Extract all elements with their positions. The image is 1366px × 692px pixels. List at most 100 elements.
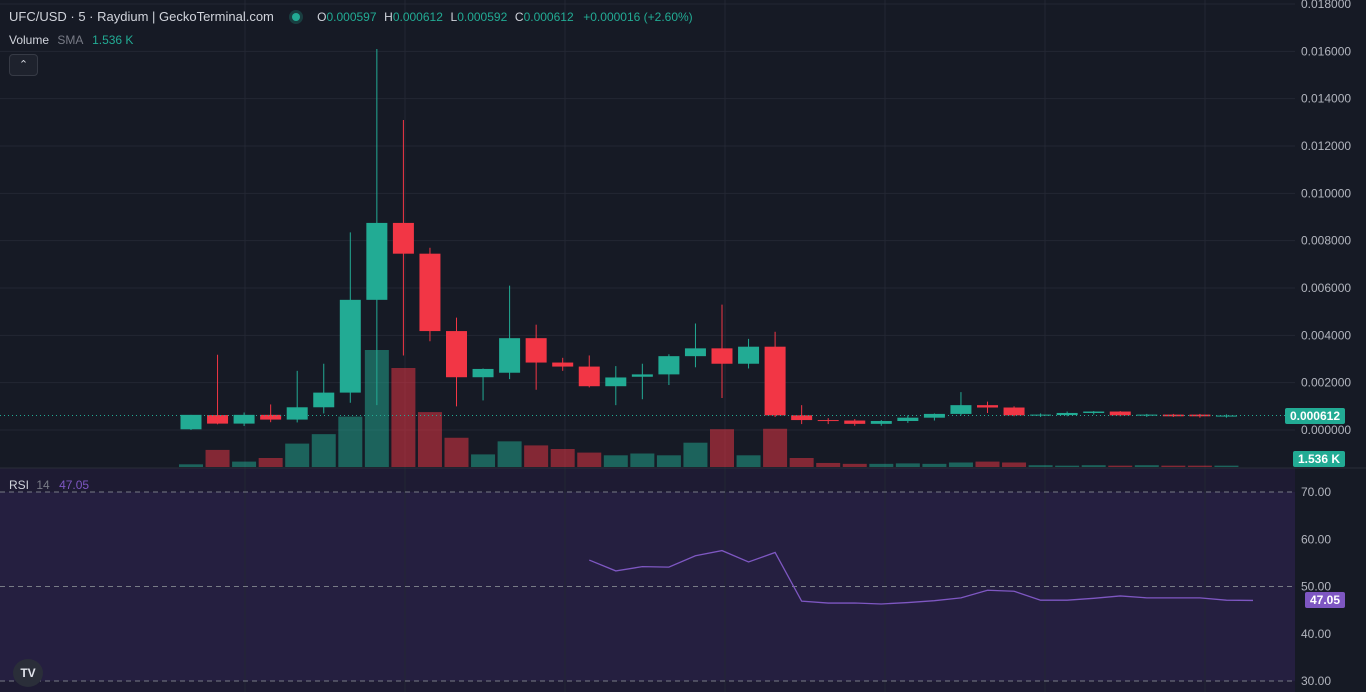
candle-body — [870, 421, 892, 424]
candle-body — [1215, 415, 1237, 417]
low-value: 0.000592 — [457, 10, 508, 24]
collapse-legend-button[interactable]: ⌃ — [9, 54, 38, 76]
price-tick-label: 0.018000 — [1301, 0, 1351, 11]
candle-body — [286, 407, 308, 420]
price-tick-label: 0.012000 — [1301, 139, 1351, 153]
candle-body — [446, 331, 467, 378]
candle-body — [180, 414, 202, 430]
price-tick-label: 0.006000 — [1301, 281, 1351, 295]
candle-body — [552, 362, 574, 367]
volume-bar — [1187, 465, 1212, 467]
candle-body — [817, 420, 839, 422]
candle-body — [1189, 414, 1211, 417]
volume-bar — [471, 454, 496, 467]
volume-bar — [1028, 465, 1053, 467]
volume-bar — [816, 462, 841, 467]
candle-body — [1109, 411, 1131, 416]
volume-bar — [497, 441, 522, 467]
price-tick-label: 0.014000 — [1301, 92, 1351, 106]
volume-bar — [630, 453, 655, 467]
volume-bar — [1055, 465, 1080, 467]
price-axis[interactable]: 0.000000 0.002000 0.004000 0.006000 0.008000… — [1301, 0, 1351, 688]
volume-bar — [763, 428, 788, 467]
price-tick-label: 0.010000 — [1301, 186, 1351, 200]
candle-body — [1162, 414, 1184, 417]
price-tick-label: 0.016000 — [1301, 44, 1351, 58]
volume-bar — [391, 368, 416, 467]
volume-legend[interactable]: Volume SMA 1.536 K — [9, 33, 133, 47]
volume-value: 1.536 K — [92, 33, 134, 47]
rsi-value: 47.05 — [59, 478, 90, 492]
volume-bar — [842, 463, 867, 467]
open-key: O — [317, 10, 327, 24]
volume-label: Volume — [9, 33, 50, 47]
volume-bar — [577, 452, 602, 467]
volume-bar — [444, 437, 469, 467]
volume-bar — [683, 442, 708, 467]
rsi-tick-label: 60.00 — [1301, 532, 1331, 546]
tradingview-logo-icon[interactable]: TV — [13, 659, 43, 687]
price-tick-label: 0.002000 — [1301, 376, 1351, 390]
market-status-dot[interactable] — [291, 13, 300, 22]
candle-body — [631, 374, 653, 377]
volume-bar — [1002, 462, 1027, 467]
candle-body — [844, 420, 866, 424]
candle-body — [339, 299, 361, 393]
candle-body — [366, 222, 388, 300]
volume-bar — [1134, 465, 1159, 467]
volume-bar — [1081, 465, 1106, 467]
rsi-label: RSI — [9, 478, 30, 492]
last-price-badge: 0.000612 — [1284, 408, 1345, 424]
volume-badge: 1.536 K — [1292, 451, 1345, 467]
candle-body — [923, 413, 945, 418]
candle-body — [313, 392, 335, 408]
candle-body — [764, 346, 786, 416]
volume-bar — [550, 449, 575, 467]
volume-bar — [258, 458, 283, 467]
candle-body — [658, 356, 680, 375]
rsi-line — [0, 491, 1295, 682]
candle-body — [578, 366, 600, 387]
candle-body — [472, 368, 494, 378]
candle-body — [950, 405, 972, 414]
rsi-tick-label: 30.00 — [1301, 674, 1331, 688]
price-tick-label: 0.000000 — [1301, 423, 1351, 437]
volume-bar — [710, 429, 734, 467]
volume-bar — [285, 443, 310, 467]
symbol-title[interactable]: UFC/USD · 5 · Raydium | GeckoTerminal.co… — [9, 9, 274, 24]
close-key: C — [514, 10, 524, 24]
volume-bar — [311, 434, 336, 467]
candle-body — [711, 348, 733, 364]
volume-bar — [205, 449, 230, 467]
high-value: 0.000612 — [392, 10, 443, 24]
candlesticks — [180, 48, 1237, 430]
volume-bar — [338, 416, 363, 467]
candle-body — [897, 417, 919, 422]
low-key: L — [450, 10, 458, 24]
candle-body — [1056, 412, 1078, 416]
open-value: 0.000597 — [326, 10, 377, 24]
close-value: 0.000612 — [523, 10, 574, 24]
volume-sma-label: SMA — [57, 33, 83, 47]
volume-bar — [1161, 465, 1186, 467]
candle-body — [738, 346, 760, 364]
rsi-legend[interactable]: RSI 14 47.05 — [9, 478, 89, 492]
volume-bar — [948, 462, 973, 467]
grid-lines — [0, 0, 1295, 692]
candle-body — [1136, 414, 1158, 416]
candle-body — [525, 338, 547, 363]
candle-body — [419, 253, 441, 332]
candle-body — [977, 405, 998, 408]
volume-bar — [232, 461, 257, 467]
volume-bars — [179, 350, 1239, 467]
candle-body — [1083, 411, 1105, 413]
volume-bar — [975, 461, 1000, 467]
rsi-tick-label: 40.00 — [1301, 627, 1331, 641]
rsi-series-line — [589, 549, 1254, 605]
volume-bar — [789, 458, 814, 467]
candle-body — [684, 348, 706, 357]
candle-body — [260, 414, 282, 420]
rsi-period: 14 — [36, 478, 50, 492]
